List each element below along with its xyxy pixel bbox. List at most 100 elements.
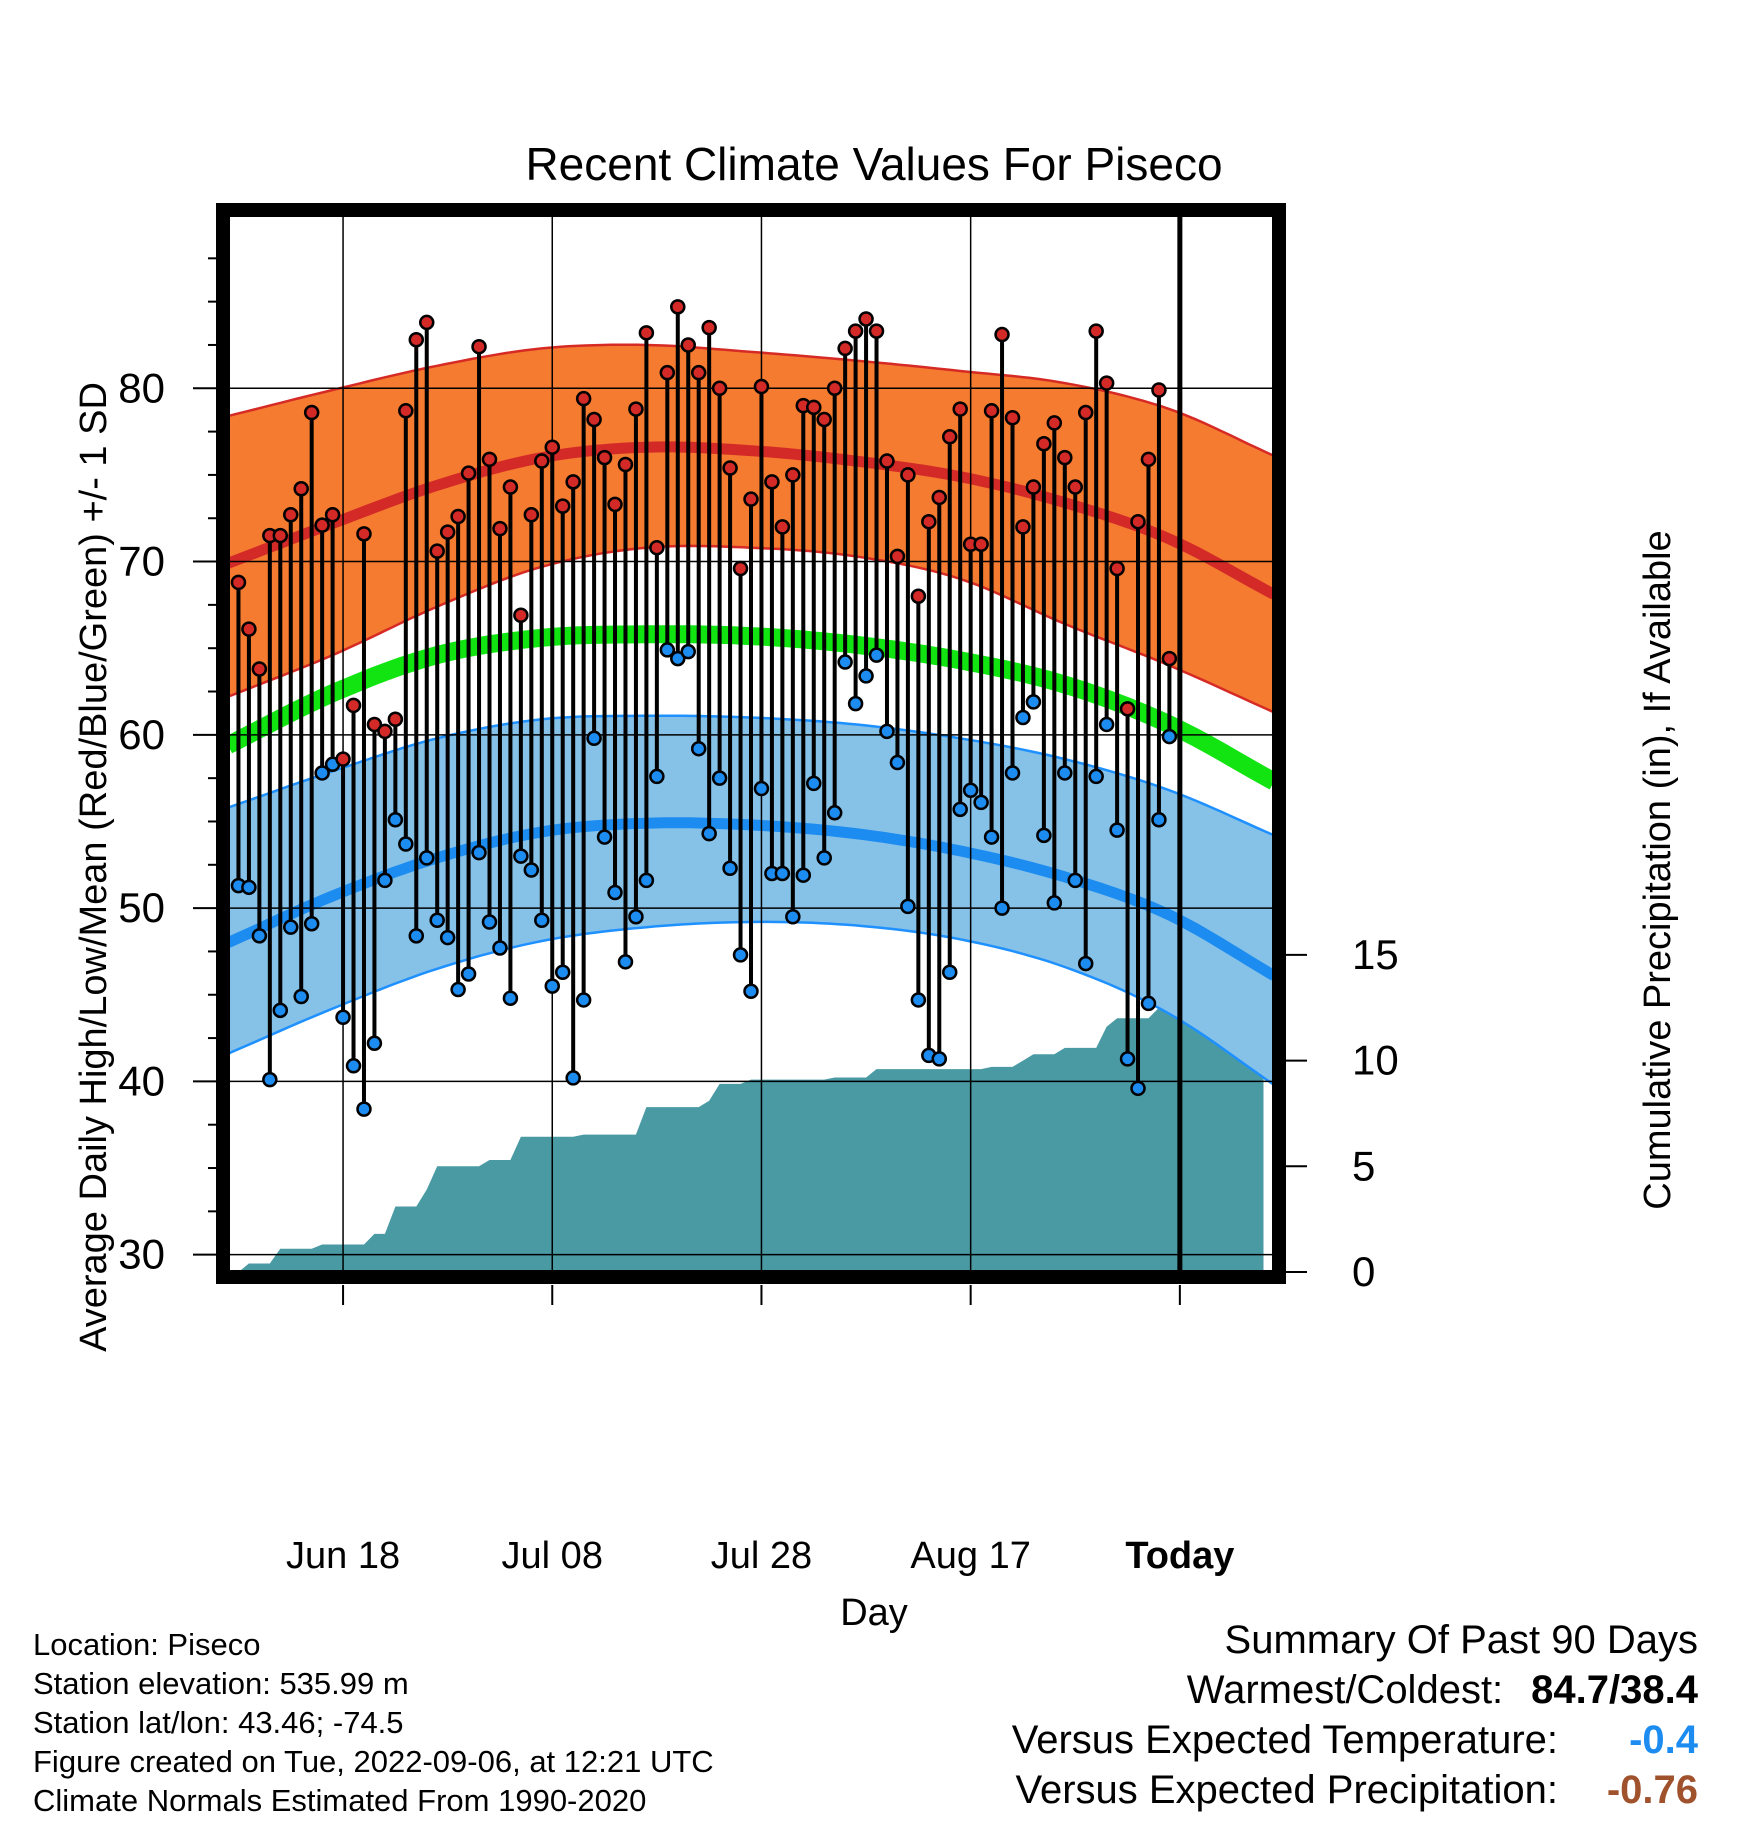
low-point (387, 811, 404, 828)
high-point (1098, 375, 1115, 391)
x-tick-label: Jul 08 (502, 1535, 603, 1577)
low-point (659, 642, 676, 658)
high-point (303, 404, 320, 421)
high-point (1130, 513, 1146, 530)
high-point (554, 498, 571, 514)
high-point (952, 401, 968, 417)
high-point (617, 456, 634, 473)
y-tick-label: 60 (118, 711, 165, 758)
low-point (680, 643, 696, 660)
low-point (628, 909, 644, 925)
high-point (701, 319, 717, 336)
high-point (785, 467, 801, 483)
low-point (1109, 822, 1125, 838)
low-point (356, 1101, 372, 1117)
summary-title: Summary Of Past 90 Days (1224, 1618, 1698, 1662)
temp-anomaly-row: Versus Expected Temperature: -0.4 (1012, 1715, 1698, 1765)
high-point (847, 323, 864, 339)
high-point (408, 332, 425, 348)
chart-title: Recent Climate Values For Piseco (525, 138, 1222, 190)
high-point (450, 508, 466, 525)
low-point (753, 780, 770, 797)
high-point (868, 323, 885, 339)
high-point (931, 489, 948, 506)
high-point (251, 661, 268, 677)
location-text: Location: Piseco (33, 1627, 261, 1662)
low-point (617, 954, 634, 970)
high-point (753, 378, 770, 395)
high-point (1057, 449, 1073, 466)
low-point (785, 909, 801, 925)
low-point (450, 981, 466, 998)
high-point (900, 467, 916, 483)
y-tick-label: 70 (118, 538, 165, 585)
low-point (596, 829, 613, 845)
high-point (1140, 451, 1157, 468)
high-point (283, 507, 299, 523)
y2-tick-label: 5 (1352, 1142, 1375, 1189)
precip-anomaly-label: Versus Expected Precipitation: (1015, 1768, 1558, 1812)
low-point (366, 1035, 383, 1052)
plot-frame (216, 203, 1286, 1284)
low-point (1151, 811, 1167, 828)
y2-tick-label: 15 (1352, 931, 1399, 978)
high-point (1161, 650, 1178, 667)
high-point (910, 588, 927, 604)
high-point (492, 520, 508, 537)
high-point (293, 481, 309, 497)
high-point (1004, 409, 1021, 426)
precip-anomaly-row: Versus Expected Precipitation: -0.76 (1012, 1765, 1698, 1815)
low-point (649, 768, 665, 785)
high-point (889, 548, 906, 565)
x-tick-label: Today (1125, 1535, 1234, 1577)
high-point (774, 519, 791, 535)
low-point (994, 900, 1010, 916)
low-point (1140, 995, 1157, 1012)
low-point (1088, 768, 1104, 785)
low-point (1004, 765, 1021, 781)
low-point (941, 964, 958, 980)
y2-axis-label: Cumulative Precipitation (in), If Availa… (1637, 530, 1679, 1209)
low-point (858, 668, 874, 684)
low-point (586, 730, 602, 747)
high-point (345, 697, 362, 714)
low-point (607, 884, 623, 901)
precip-anomaly-value: -0.76 (1606, 1768, 1698, 1812)
high-point (324, 507, 341, 523)
high-point (575, 390, 592, 407)
high-point (659, 364, 676, 381)
low-point (847, 695, 864, 712)
low-point (1161, 728, 1178, 745)
low-point (900, 898, 916, 915)
low-point (534, 912, 550, 928)
high-point (722, 460, 738, 476)
high-point (439, 524, 456, 540)
x-tick-label: Aug 17 (910, 1535, 1030, 1577)
high-point (711, 380, 728, 397)
high-point (502, 479, 519, 495)
x-tick-label: Jun 18 (286, 1535, 400, 1577)
low-point (774, 865, 791, 882)
high-point (1109, 560, 1125, 577)
low-point (743, 983, 759, 1000)
low-point (910, 992, 927, 1008)
low-point (638, 872, 655, 889)
low-point (1119, 1051, 1136, 1067)
high-point (230, 574, 247, 591)
low-point (952, 801, 968, 818)
high-point (983, 403, 1000, 419)
high-point (398, 403, 414, 419)
temp-anomaly-label: Versus Expected Temperature: (1011, 1718, 1558, 1762)
high-point (586, 411, 602, 428)
high-point (764, 474, 780, 490)
low-point (565, 1070, 581, 1086)
low-point (418, 850, 435, 866)
low-point (398, 836, 414, 852)
low-point (575, 992, 592, 1008)
warmest-coldest-value: 84.7/38.4 (1531, 1668, 1698, 1712)
low-point (439, 929, 456, 946)
high-point (241, 621, 257, 637)
low-point (795, 867, 812, 883)
x-tick-label: Jul 28 (711, 1535, 812, 1577)
